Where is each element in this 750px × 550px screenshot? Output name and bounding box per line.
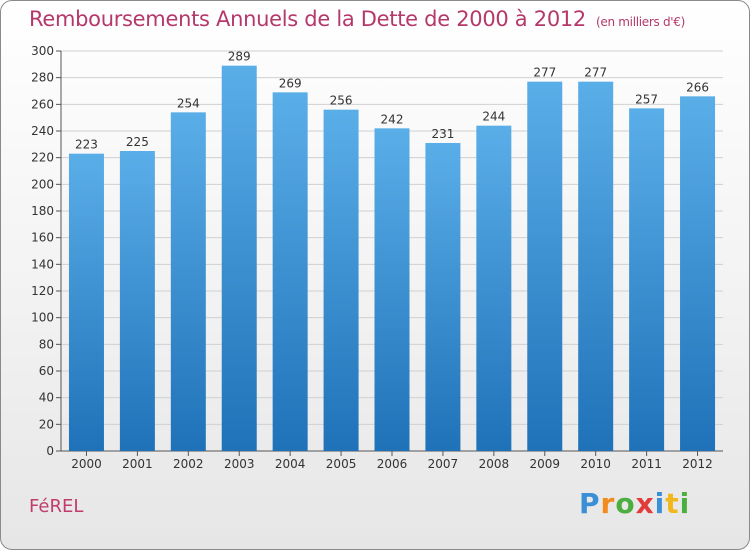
bar-2009 [527,81,563,452]
x-tick-label: 2002 [173,457,204,471]
x-tick-label: 2004 [275,457,306,471]
y-tick-label: 280 [31,71,54,85]
y-tick-label: 120 [31,284,54,298]
bar-2007 [425,143,461,451]
y-tick-label: 220 [31,151,54,165]
y-tick-label: 240 [31,124,54,138]
title-text: Remboursements Annuels de la Dette de 20… [29,7,586,31]
y-tick-label: 40 [39,391,54,405]
bar-2006 [374,128,410,451]
data-label-2002: 254 [177,96,200,110]
data-label-2008: 244 [482,110,505,124]
data-label-2001: 225 [126,135,149,149]
y-tick-label: 260 [31,97,54,111]
x-tick-label: 2001 [122,457,153,471]
data-label-2007: 231 [431,127,454,141]
data-label-2011: 257 [635,92,658,106]
bar-2001 [119,151,155,451]
y-tick-label: 20 [39,417,54,431]
data-label-2005: 256 [330,94,353,108]
logo-letter: P [579,487,601,520]
bar-2011 [629,108,665,451]
x-tick-label: 2010 [580,457,611,471]
town-name: FéREL [29,496,84,517]
y-tick-label: 300 [31,44,54,58]
x-tick-label: 2005 [326,457,357,471]
logo-letter: i [654,487,666,520]
x-tick-label: 2003 [224,457,255,471]
bar-2010 [578,81,614,452]
logo-letter: t [665,487,680,520]
x-tick-label: 2009 [529,457,560,471]
logo-letter: i [679,487,691,520]
y-tick-label: 60 [39,364,54,378]
bar-2004 [272,92,308,451]
x-tick-label: 2008 [479,457,510,471]
data-label-2004: 269 [279,76,302,90]
data-label-2000: 223 [75,138,98,152]
y-tick-label: 0 [46,444,54,458]
x-tick-label: 2012 [682,457,713,471]
x-tick-label: 2000 [71,457,102,471]
bar-2000 [68,153,104,451]
bar-2003 [221,65,257,452]
data-label-2003: 289 [228,50,251,64]
logo-letter: x [635,487,655,520]
proxiti-logo: Proxiti [579,487,690,520]
y-tick-label: 100 [31,311,54,325]
y-tick-label: 140 [31,257,54,271]
chart-title: Remboursements Annuels de la Dette de 20… [29,7,685,31]
unit-label: (en milliers d'€) [596,15,686,29]
y-tick-label: 180 [31,204,54,218]
bar-2005 [323,109,359,452]
data-label-2009: 277 [533,66,556,80]
x-tick-label: 2006 [377,457,408,471]
bar-2008 [476,125,512,452]
data-label-2006: 242 [381,112,404,126]
y-tick-label: 160 [31,231,54,245]
x-tick-label: 2011 [631,457,662,471]
bar-2012 [680,96,716,451]
y-tick-label: 80 [39,337,54,351]
data-label-2010: 277 [584,66,607,80]
bar-2002 [170,112,206,451]
data-label-2012: 266 [686,80,709,94]
logo-letter: r [600,487,616,520]
y-tick-label: 200 [31,177,54,191]
logo-letter: o [615,487,636,520]
x-tick-label: 2007 [428,457,459,471]
